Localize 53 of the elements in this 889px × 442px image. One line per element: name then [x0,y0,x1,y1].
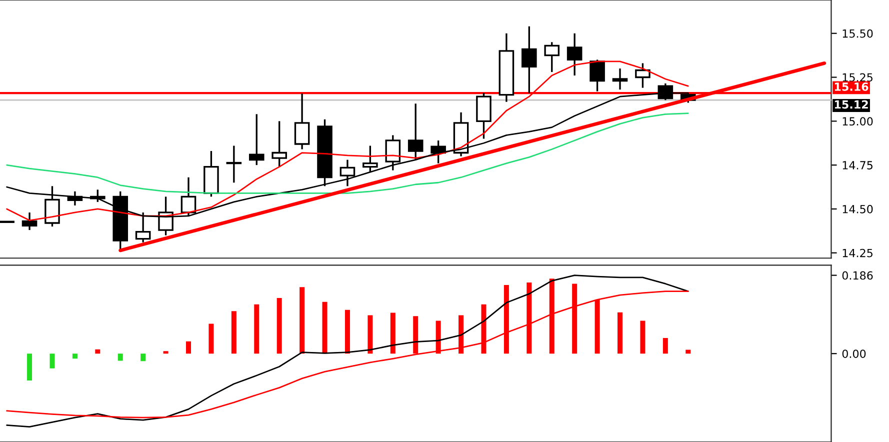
y-tick-label: 15.00 [842,117,873,126]
bar [594,300,600,354]
candlestick [340,158,356,187]
candlestick [248,113,264,166]
candlestick [566,32,582,76]
bar [436,320,441,354]
bar [458,315,464,354]
bar [50,354,55,368]
bar [140,354,146,362]
bar [163,351,168,354]
bar [368,315,373,354]
bar [72,354,78,359]
bar [95,349,100,354]
candlestick [408,102,424,161]
bar [186,341,191,354]
line-series [6,112,689,194]
candlestick [226,144,242,184]
bar [231,311,236,354]
candlestick [385,134,401,172]
ref-line-label: 15.16 [834,82,868,91]
y-tick-label: 15.25 [842,73,872,82]
bar [344,310,350,354]
bar [662,338,668,354]
candlestick [522,26,537,94]
bar [390,312,396,354]
bar [300,287,305,354]
bar [208,324,214,354]
bar [686,350,691,354]
candlestick [590,58,605,92]
y-tick-label: 14.25 [842,248,872,258]
y-tick-label: 14.75 [842,161,872,170]
bar [254,304,260,354]
y-tick-label: 14.50 [842,204,873,214]
candlestick [272,120,287,168]
y-tick-label: 0.186 [842,271,873,280]
bar [276,298,282,354]
candlestick [362,144,378,173]
bar [640,320,646,354]
line-series [6,274,689,428]
bar [481,304,486,354]
candlestick [294,92,310,150]
y-tick-label: 0.00 [842,350,866,358]
bar [618,312,623,354]
candlestick [635,62,650,89]
bar [413,316,418,354]
candlestick [22,212,38,231]
bar [118,354,123,361]
ref-line-label: 15.12 [834,100,868,109]
bar [322,302,328,354]
y-tick-label: 15.50 [842,29,873,38]
bar [27,354,32,381]
candlestick [544,41,560,73]
candlestick [612,68,628,90]
